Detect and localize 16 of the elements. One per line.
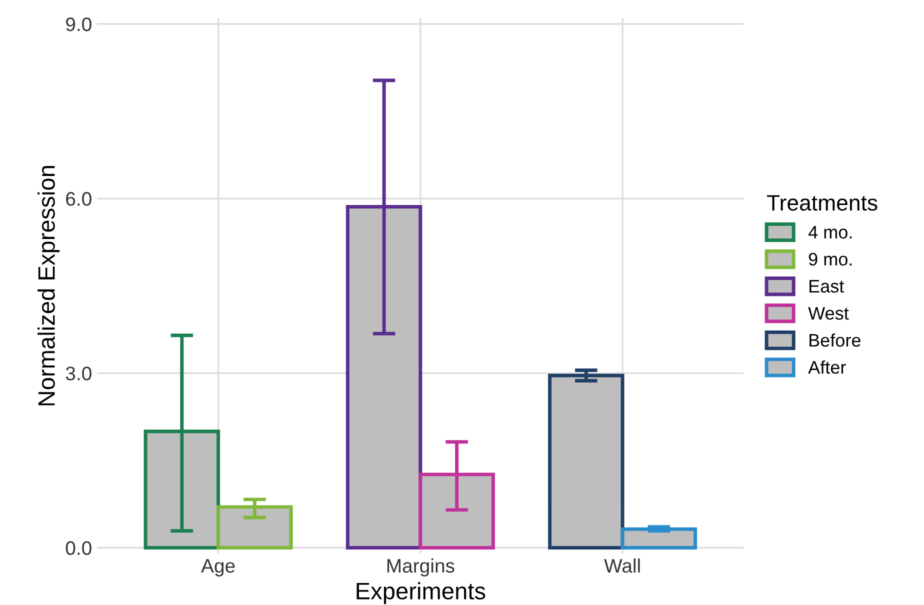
x-tick-label: Margins: [387, 558, 454, 577]
y-tick-label: 6.0: [66, 192, 92, 206]
legend-label: Before: [810, 333, 860, 347]
y-tick-label: 9.0: [66, 17, 92, 32]
legend-label: West: [808, 307, 849, 320]
x-axis-title: Experiments: [356, 582, 486, 604]
legend-label: East: [810, 280, 844, 293]
y-tick-label: 3.0: [66, 366, 92, 380]
legend-label: 4 mo.: [808, 226, 852, 239]
legend-title: Treatments: [767, 195, 878, 211]
x-tick-label: Wall: [604, 558, 640, 573]
y-tick-label: 0.0: [66, 541, 92, 555]
legend-label: 9 mo.: [808, 252, 852, 266]
x-tick-label: Age: [201, 559, 235, 577]
y-axis-title: Normalized Expression: [38, 166, 60, 406]
legend-label: After: [808, 360, 846, 374]
